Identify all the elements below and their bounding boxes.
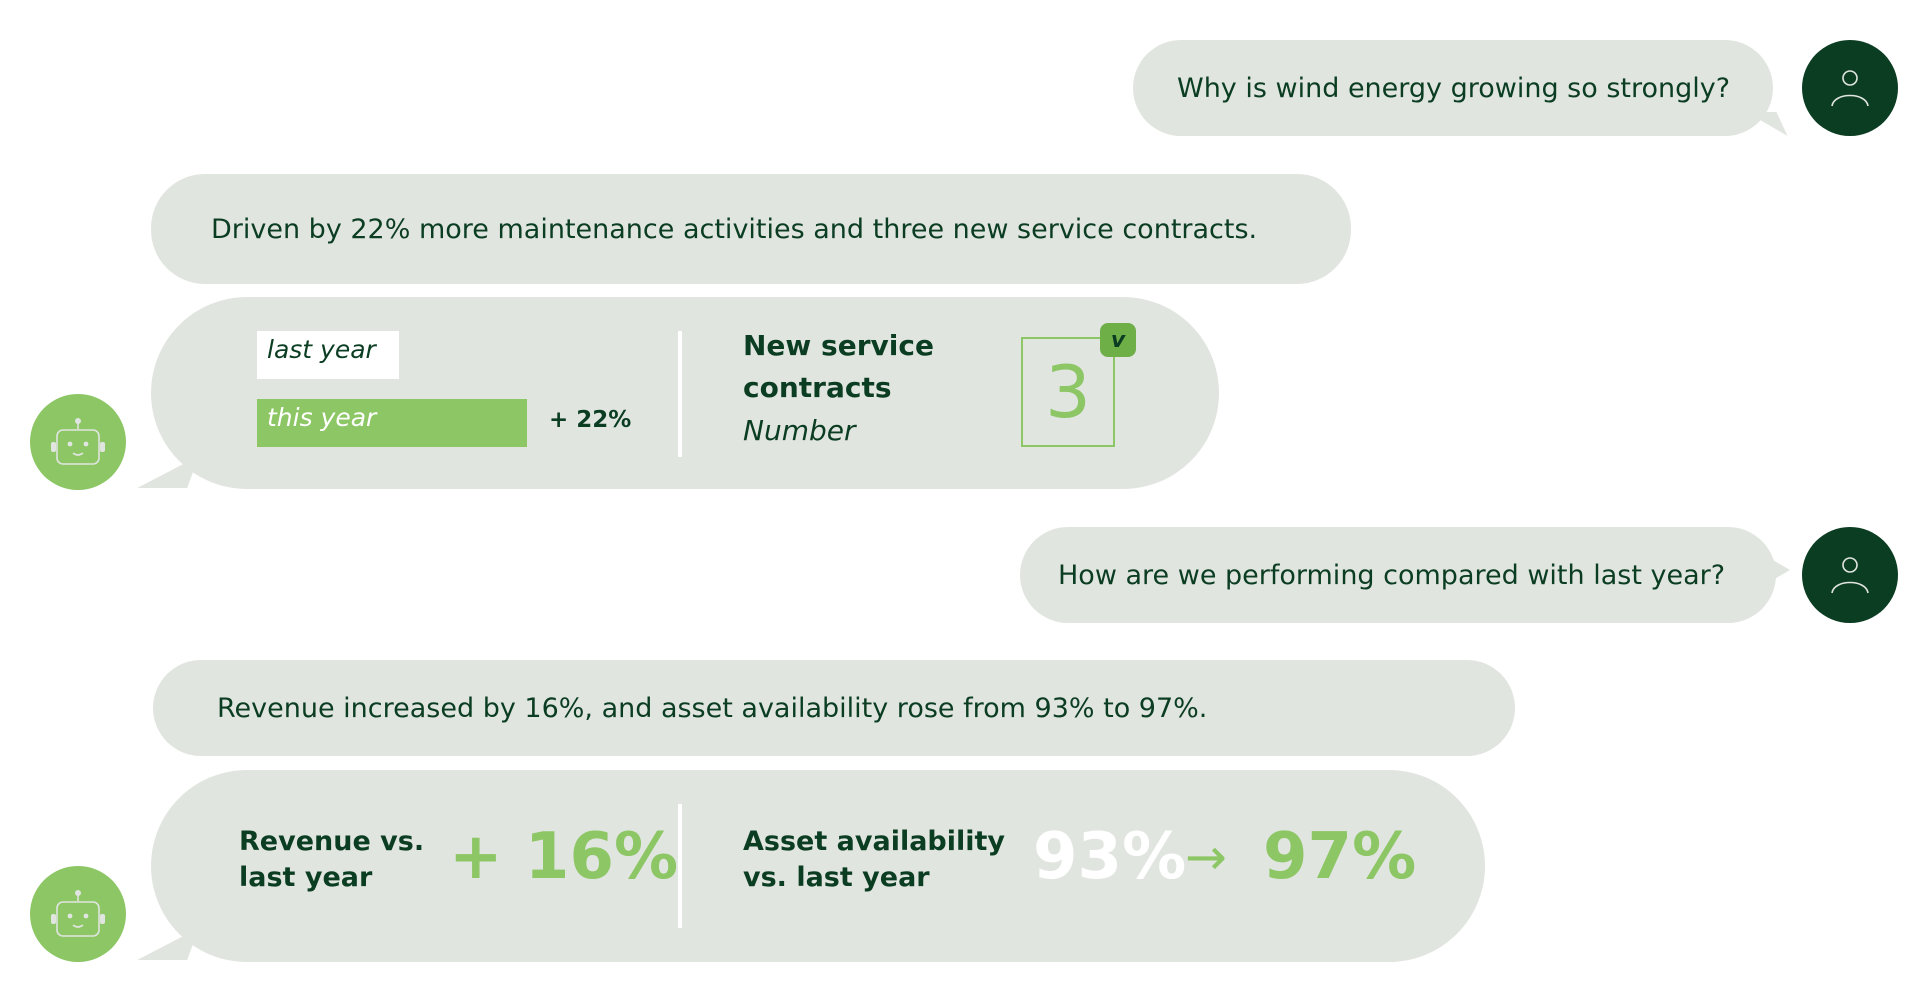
availability-label-line1: Asset availability xyxy=(743,826,1006,857)
user-message-bubble: Why is wind energy growing so strongly? xyxy=(1133,40,1773,136)
bot-avatar[interactable] xyxy=(30,394,126,490)
card-divider xyxy=(678,331,682,457)
bot-bubble-tail xyxy=(137,456,199,488)
bot-message-bubble: Driven by 22% more maintenance activitie… xyxy=(151,174,1351,284)
bot-stats-card-performance: Revenue vs. last year + 16% Asset availa… xyxy=(151,770,1485,962)
robot-icon xyxy=(51,890,105,937)
contracts-title-line1: New service xyxy=(743,329,934,362)
check-badge: v xyxy=(1100,323,1136,357)
this-year-bar: this year xyxy=(257,399,527,447)
user-message-text: Why is wind energy growing so strongly? xyxy=(1177,72,1731,104)
bot-message-bubble: Revenue increased by 16%, and asset avai… xyxy=(153,660,1515,756)
availability-to: 97% xyxy=(1263,820,1417,894)
bot-bubble-tail xyxy=(137,928,199,960)
check-mark-icon: v xyxy=(1110,327,1126,353)
bot-stats-card-maintenance: last year this year + 22% New service co… xyxy=(151,297,1219,489)
user-avatar[interactable] xyxy=(1802,40,1898,136)
growth-value: + 22% xyxy=(549,407,632,433)
user-icon xyxy=(1831,70,1869,107)
user-bubble-tail xyxy=(1746,112,1788,136)
contracts-subtitle: Number xyxy=(743,414,856,447)
last-year-label: last year xyxy=(267,335,376,364)
arrow-right-icon: → xyxy=(1185,828,1227,886)
contracts-value-box: 3 xyxy=(1021,337,1115,447)
availability-label-line2: vs. last year xyxy=(743,862,930,893)
revenue-label-line1: Revenue vs. xyxy=(239,826,425,857)
user-avatar[interactable] xyxy=(1802,527,1898,623)
bot-avatar[interactable] xyxy=(30,866,126,962)
user-icon xyxy=(1831,557,1869,594)
card-divider xyxy=(678,804,682,928)
last-year-bar: last year xyxy=(257,331,399,379)
robot-icon xyxy=(51,418,105,465)
user-message-text: How are we performing compared with last… xyxy=(1058,559,1726,591)
revenue-value: + 16% xyxy=(449,820,679,894)
contracts-value: 3 xyxy=(1045,350,1091,434)
revenue-label-line2: last year xyxy=(239,862,373,893)
availability-from: 93% xyxy=(1033,820,1187,894)
contracts-title-line2: contracts xyxy=(743,371,892,404)
bot-message-text: Driven by 22% more maintenance activitie… xyxy=(211,213,1258,245)
user-message-bubble: How are we performing compared with last… xyxy=(1020,527,1776,623)
bot-message-text: Revenue increased by 16%, and asset avai… xyxy=(217,692,1208,724)
this-year-label: this year xyxy=(267,403,377,432)
user-bubble-tail xyxy=(1766,556,1790,584)
